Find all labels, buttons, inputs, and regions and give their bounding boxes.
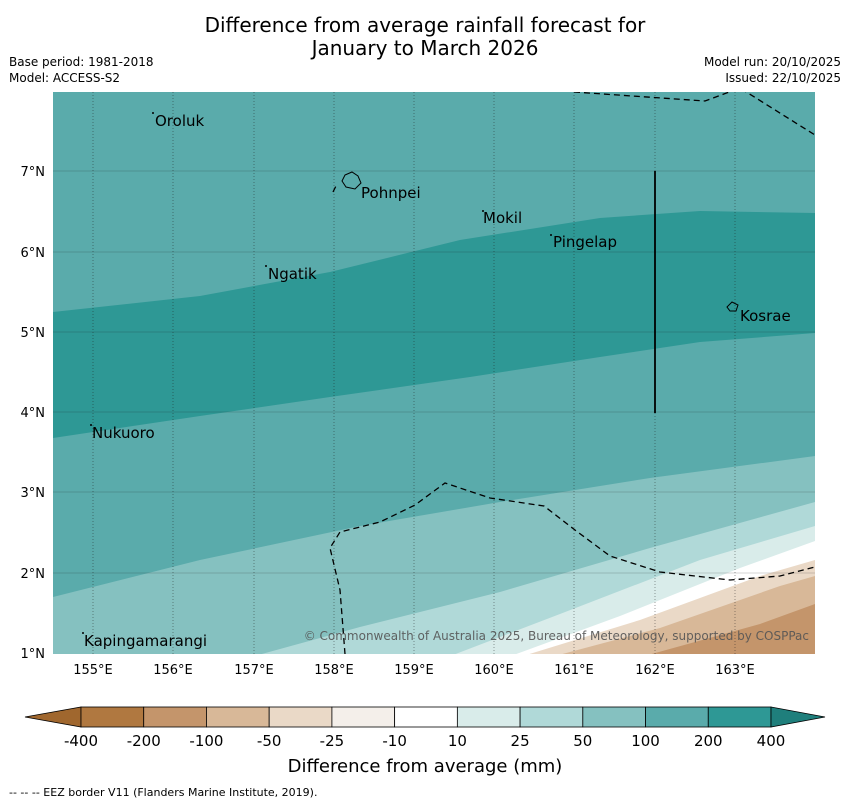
place-labels: Oroluk Pohnpei Mokil Pingelap Ngatik Kos… <box>84 112 791 650</box>
lon-label: 158°E <box>314 663 354 678</box>
latitude-labels: 7°N 6°N 5°N 4°N 3°N 2°N 1°N <box>21 165 46 662</box>
latitude-lines <box>53 170 815 574</box>
colorbar-swatch <box>206 706 270 728</box>
place-label-ngatik: Ngatik <box>268 265 317 283</box>
place-label-kosrae: Kosrae <box>740 307 791 325</box>
place-label-pohnpei: Pohnpei <box>361 184 421 202</box>
colorbar-tick-label: -50 <box>257 732 282 750</box>
island-dots <box>82 112 552 634</box>
lon-label: 159°E <box>394 663 434 678</box>
lat-label: 6°N <box>21 246 46 261</box>
lat-label: 2°N <box>21 567 46 582</box>
colorbar-tick-label: 10 <box>448 732 467 750</box>
title-line-2: January to March 2026 <box>311 36 539 60</box>
lat-label: 3°N <box>21 486 46 501</box>
lon-label: 157°E <box>234 663 274 678</box>
colorbar-tick-label: 50 <box>573 732 592 750</box>
lon-label: 161°E <box>554 663 594 678</box>
place-label-nukuoro: Nukuoro <box>92 424 155 442</box>
model-run-text: Model run: 20/10/2025 <box>703 55 841 69</box>
colorbar-tick-label: -200 <box>127 732 161 750</box>
lon-label: 160°E <box>474 663 514 678</box>
pohnpei-island-outline <box>341 171 362 190</box>
kosrae-island-outline <box>726 301 739 312</box>
colorbar-swatch <box>456 706 521 728</box>
colorbar-tick-label: 25 <box>511 732 530 750</box>
colorbar-swatch <box>80 706 145 728</box>
colorbar-tick-label: -10 <box>382 732 407 750</box>
longitude-labels: 155°E 156°E 157°E 158°E 159°E 160°E 161°… <box>73 663 755 678</box>
colorbar-tick-label: -400 <box>64 732 98 750</box>
colorbar-tick-label: -100 <box>189 732 223 750</box>
colorbar-swatch <box>707 706 772 728</box>
colorbar-swatch <box>143 706 207 728</box>
band-neg100-neg50 <box>651 604 815 654</box>
eez-borders <box>329 92 815 654</box>
lon-label: 156°E <box>153 663 193 678</box>
copyright-text: © Commonwealth of Australia 2025, Bureau… <box>304 629 809 643</box>
graticule <box>92 92 736 654</box>
meta-left: Base period: 1981-2018 Model: ACCESS-S2 <box>9 54 154 86</box>
lat-label: 5°N <box>21 326 46 341</box>
place-label-pingelap: Pingelap <box>553 233 617 251</box>
place-label-mokil: Mokil <box>483 209 522 227</box>
lon-label: 162°E <box>635 663 675 678</box>
lat-label: 7°N <box>21 165 46 180</box>
colorbar-tick-label: 200 <box>694 732 723 750</box>
colorbar-swatch <box>519 706 584 728</box>
colorbar-tick-label: 400 <box>757 732 786 750</box>
place-label-kapingamarangi: Kapingamarangi <box>84 632 207 650</box>
title-line-1: Difference from average rainfall forecas… <box>204 13 646 37</box>
colorbar <box>24 706 826 728</box>
lon-label: 163°E <box>715 663 755 678</box>
legend-title: Difference from average (mm) <box>288 756 563 777</box>
band-100-200 <box>53 211 815 438</box>
colorbar-swatch <box>645 706 709 728</box>
colorbar-arrow-high <box>770 706 826 728</box>
lat-label: 4°N <box>21 406 46 421</box>
colorbar-swatch <box>268 706 333 728</box>
model-text: Model: ACCESS-S2 <box>9 71 121 85</box>
colorbar-tick-label: 100 <box>631 732 660 750</box>
lon-label: 155°E <box>73 663 113 678</box>
issued-text: Issued: 22/10/2025 <box>725 71 841 85</box>
colorbar-tick-label: -25 <box>320 732 345 750</box>
lat-label: 1°N <box>21 647 46 662</box>
base-period-text: Base period: 1981-2018 <box>9 55 154 69</box>
eez-footnote: -- -- -- EEZ border V11 (Flanders Marine… <box>9 786 318 799</box>
colorbar-swatch <box>582 706 646 728</box>
colorbar-swatch <box>331 706 396 728</box>
colorbar-swatch <box>394 706 458 728</box>
meta-right: Model run: 20/10/2025 Issued: 22/10/2025 <box>704 54 841 86</box>
place-label-oroluk: Oroluk <box>155 112 204 130</box>
colorbar-ticks: -400 -200 -100 -50 -25 -10 10 25 50 100 200 400 <box>64 732 785 750</box>
colorbar-arrow-low <box>24 706 82 728</box>
map-panel <box>53 92 815 654</box>
